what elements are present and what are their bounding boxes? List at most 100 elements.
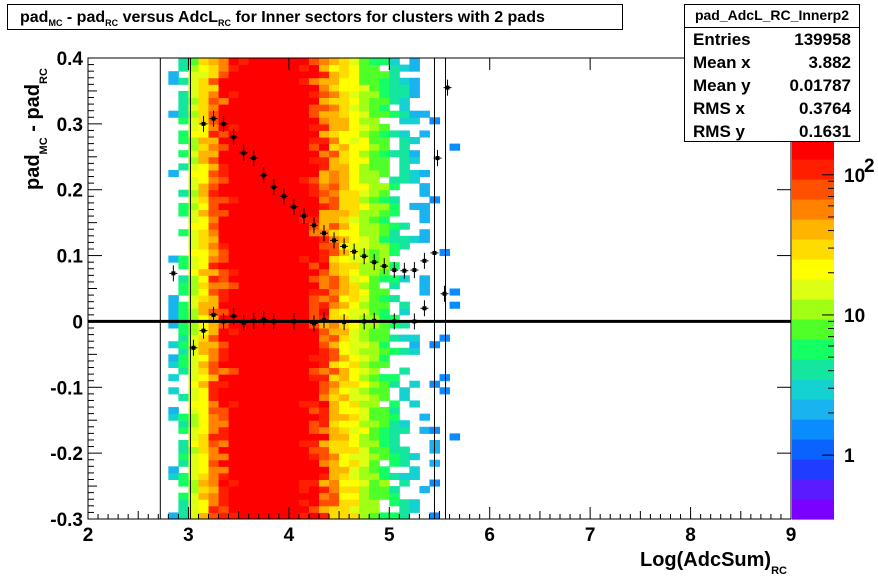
heatmap-cell	[349, 400, 360, 408]
heatmap-cell	[288, 189, 300, 197]
heatmap-cell	[308, 183, 320, 191]
heatmap-cell	[178, 420, 189, 428]
heatmap-cell	[278, 420, 290, 428]
heatmap-cell	[198, 71, 210, 79]
heatmap-cell	[268, 446, 280, 454]
heatmap-cell	[339, 499, 350, 507]
heatmap-cell	[278, 387, 290, 395]
heatmap-cell	[228, 156, 240, 164]
heatmap-cell	[409, 380, 420, 388]
heatmap-cell	[178, 367, 189, 375]
heatmap-cell	[248, 439, 260, 448]
heatmap-cell	[228, 275, 240, 283]
heatmap-cell	[208, 374, 220, 382]
heatmap-cell	[248, 433, 260, 441]
heatmap-cell	[399, 143, 410, 151]
heatmap-cell	[308, 104, 320, 112]
heatmap-cell	[308, 328, 320, 336]
heatmap-cell	[268, 137, 280, 145]
heatmap-cell	[228, 341, 240, 349]
heatmap-cell	[248, 163, 260, 171]
heatmap-cell	[278, 143, 290, 151]
heatmap-cell	[248, 281, 260, 289]
y-tick-label: 0.2	[57, 181, 83, 202]
heatmap-cell	[238, 137, 250, 145]
heatmap-cell	[329, 117, 340, 125]
heatmap-cell	[248, 486, 260, 494]
heatmap-cell	[288, 328, 300, 336]
heatmap-cell	[298, 499, 310, 507]
heatmap-cell	[178, 334, 189, 342]
heatmap-cell	[258, 71, 270, 79]
heatmap-cell	[168, 255, 179, 263]
heatmap-cell	[308, 209, 320, 217]
heatmap-cell	[198, 242, 210, 250]
heatmap-cell	[399, 150, 410, 158]
heatmap-cell	[248, 466, 260, 474]
heatmap-cell	[188, 143, 199, 151]
heatmap-cell	[389, 426, 400, 434]
heatmap-cell	[349, 97, 360, 105]
heatmap-cell	[258, 387, 270, 395]
heatmap-cell	[329, 275, 340, 283]
heatmap-cell	[369, 143, 380, 151]
heatmap-cell	[339, 117, 350, 125]
heatmap-cell	[369, 156, 380, 164]
heatmap-cell	[198, 235, 210, 243]
heatmap-cell	[308, 90, 320, 99]
heatmap-cell	[288, 176, 300, 184]
upper-profile-point	[261, 173, 266, 178]
heatmap-cell	[228, 400, 240, 408]
heatmap-cell	[359, 367, 370, 375]
heatmap-cell	[318, 308, 330, 316]
heatmap-cell	[238, 202, 250, 210]
heatmap-cell	[308, 492, 320, 500]
heatmap-cell	[188, 380, 199, 388]
heatmap-cell	[288, 235, 300, 243]
heatmap-cell	[198, 341, 210, 349]
heatmap-cell	[198, 420, 210, 428]
heatmap-cell	[198, 189, 210, 197]
heatmap-cell	[298, 97, 310, 105]
heatmap-cell	[399, 84, 410, 92]
heatmap-cell	[228, 268, 240, 276]
heatmap-cell	[268, 328, 280, 336]
heatmap-cell	[238, 235, 250, 243]
heatmap-cell	[248, 453, 260, 461]
x-tick-label: 8	[685, 525, 696, 546]
x-tick-label: 2	[83, 525, 94, 546]
heatmap-cell	[379, 248, 390, 257]
heatmap-cell	[278, 255, 290, 263]
color-scale-cell	[792, 299, 834, 320]
heatmap-cell	[228, 380, 240, 388]
heatmap-cell	[208, 505, 220, 513]
heatmap-cell	[389, 90, 400, 99]
heatmap-cell	[369, 393, 380, 401]
heatmap-cell	[268, 466, 280, 474]
heatmap-cell	[178, 110, 189, 118]
heatmap-cell	[208, 163, 220, 171]
heatmap-cell	[168, 110, 179, 118]
heatmap-cell	[218, 84, 230, 92]
heatmap-cell	[278, 71, 290, 79]
heatmap-cell	[308, 117, 320, 125]
heatmap-cell	[208, 235, 220, 243]
heatmap-cell	[298, 248, 310, 257]
heatmap-cell	[258, 505, 270, 513]
heatmap-cell	[238, 281, 250, 289]
stats-row-mean-y: Mean y 0.01787	[693, 76, 851, 95]
heatmap-cell	[318, 446, 330, 454]
heatmap-cell	[198, 275, 210, 283]
heatmap-cell	[339, 202, 350, 210]
heatmap-cell	[369, 222, 380, 230]
heatmap-cell	[198, 466, 210, 474]
heatmap-cell	[238, 58, 250, 66]
heatmap-cell	[359, 328, 370, 336]
upper-profile-point	[221, 121, 226, 126]
heatmap-cell	[409, 84, 420, 92]
heatmap-cell	[258, 130, 270, 138]
heatmap-cell	[349, 328, 360, 336]
heatmap-cell	[278, 439, 290, 448]
heatmap-cell	[318, 426, 330, 434]
heatmap-cell	[399, 505, 410, 513]
